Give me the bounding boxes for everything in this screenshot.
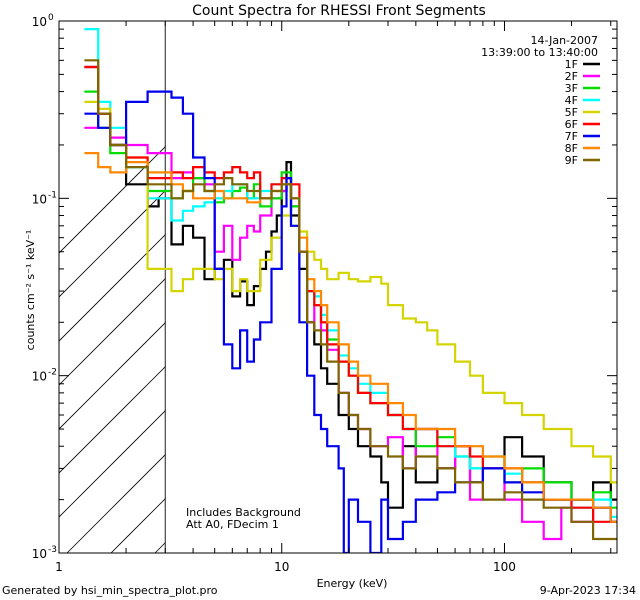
legend-label-8F: 8F (565, 142, 578, 155)
legend-label-9F: 9F (565, 154, 578, 167)
series-5F-line (84, 100, 617, 484)
footer-generator: Generated by hsi_min_spectra_plot.pro (2, 584, 218, 597)
y-tick-exponent: 0 (48, 13, 54, 23)
x-tick-label: 10 (274, 560, 289, 574)
y-axis-label: counts cm⁻² s⁻¹ keV⁻¹ (24, 230, 37, 351)
observation-time-range: 13:39:00 to 13:40:00 (481, 46, 598, 59)
annotation-background: Includes Background (186, 506, 301, 519)
legend-label-3F: 3F (565, 82, 578, 95)
y-tick-label: 10 (32, 370, 47, 384)
y-tick-label: 10 (32, 15, 47, 29)
x-axis-label: Energy (keV) (317, 577, 388, 590)
legend-label-1F: 1F (565, 58, 578, 71)
plot-frame (58, 20, 618, 554)
series-layer (84, 28, 617, 553)
series-9F-line (84, 59, 617, 541)
x-tick-label: 100 (493, 560, 516, 574)
y-tick-label: 10 (32, 192, 47, 206)
legend-label-6F: 6F (565, 118, 578, 131)
legend-label-4F: 4F (565, 94, 578, 107)
annotation-attenuator: Att A0, FDecim 1 (186, 518, 279, 531)
y-tick-exponent: -3 (48, 545, 57, 555)
axis-ticks (58, 21, 617, 554)
plot-background (165, 21, 617, 553)
legend-label-2F: 2F (565, 70, 578, 83)
legend-label-5F: 5F (565, 106, 578, 119)
y-tick-exponent: -1 (48, 190, 57, 200)
y-tick-label: 10 (32, 547, 47, 561)
legend-label-7F: 7F (565, 130, 578, 143)
chart-title: Count Spectra for RHESSI Front Segments (192, 3, 486, 19)
observation-date: 14-Jan-2007 (531, 34, 599, 47)
y-tick-exponent: -2 (48, 368, 57, 378)
footer-timestamp: 9-Apr-2023 17:34 (540, 584, 636, 597)
x-tick-label: 1 (55, 560, 63, 574)
